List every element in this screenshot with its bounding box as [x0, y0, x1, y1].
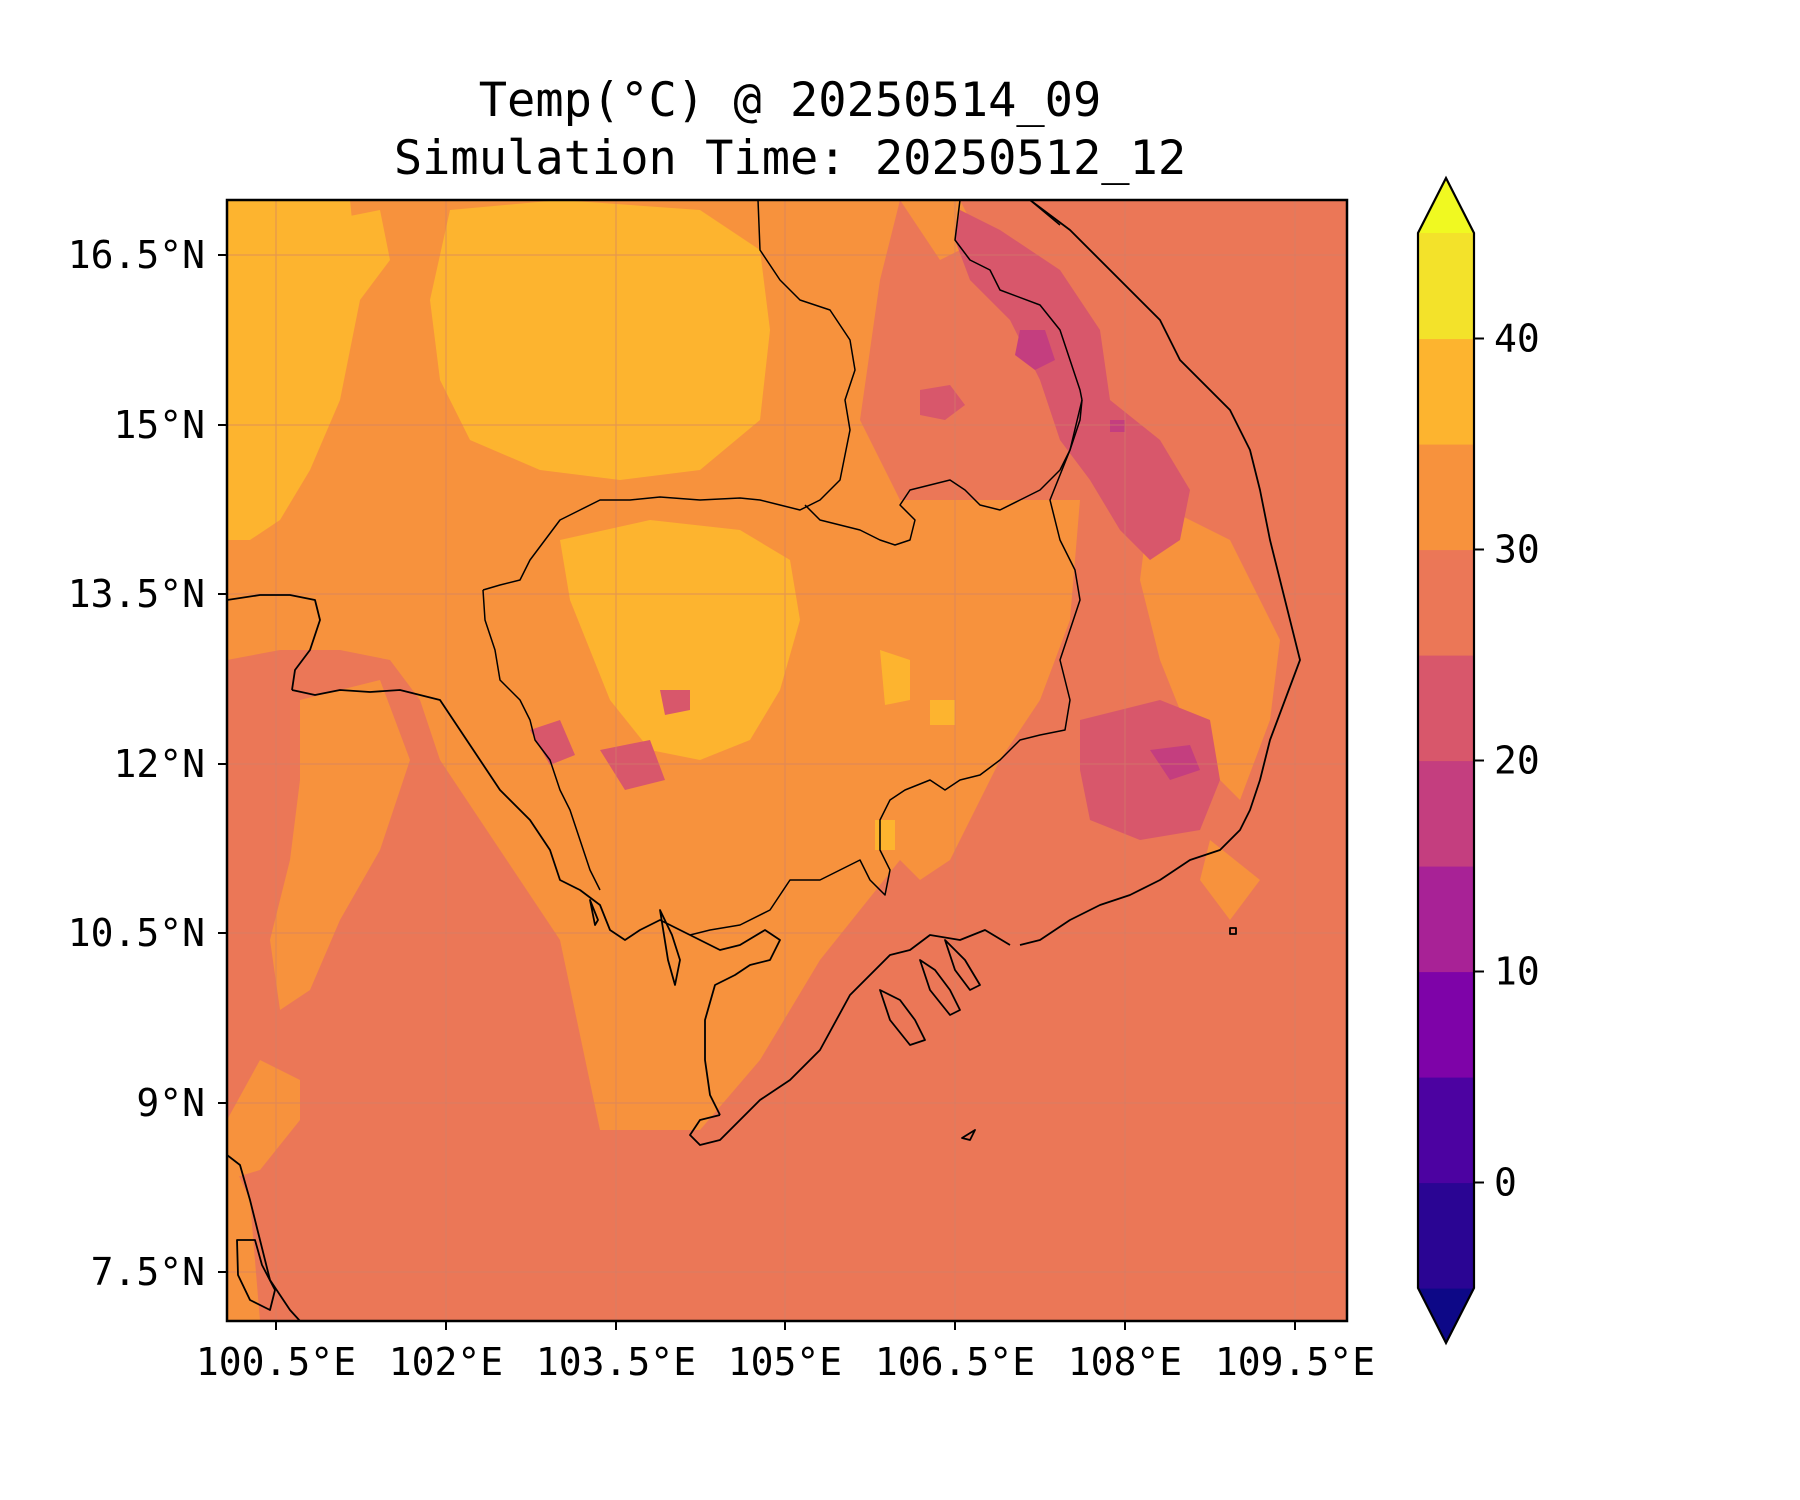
lon-tick-label: 100.5°E — [196, 1340, 356, 1384]
lon-tick-label: 109.5°E — [1215, 1340, 1375, 1384]
title-line-1: Temp(°C) @ 20250514_09 — [478, 73, 1102, 128]
lon-tick-label: 105°E — [728, 1340, 842, 1384]
colorbar-tick-label: 40 — [1494, 317, 1540, 361]
colorbar-band — [1418, 233, 1474, 340]
temperature-zone-20-25 — [530, 210, 1220, 840]
colorbar-band — [1418, 760, 1474, 867]
colorbar-band — [1418, 444, 1474, 551]
colorbar-band — [1418, 338, 1474, 445]
country-borders — [482, 200, 1083, 936]
lon-tick-label: 102°E — [389, 1340, 503, 1384]
lat-tick-label: 15°N — [113, 403, 205, 447]
axis-tick-marks — [218, 254, 1296, 1330]
lat-tick-labels: 16.5°N 15°N 13.5°N 12°N 10.5°N 9°N 7.5°N — [68, 233, 205, 1294]
colorbar-tick-label: 30 — [1494, 528, 1540, 572]
temperature-zone-15-20 — [1015, 330, 1200, 780]
lat-tick-label: 12°N — [113, 742, 205, 786]
colorbar-extend-max — [1418, 178, 1474, 233]
lon-tick-labels: 100.5°E 102°E 103.5°E 105°E 106.5°E 108°… — [196, 1340, 1375, 1384]
map-plot-area — [227, 200, 1347, 1321]
colorbar-extend-min — [1418, 1288, 1474, 1343]
title-line-2: Simulation Time: 20250512_12 — [393, 131, 1187, 186]
colorbar-band — [1418, 971, 1474, 1078]
colorbar-band — [1418, 655, 1474, 762]
colorbar-tick-label: 10 — [1494, 950, 1540, 994]
colorbar-band — [1418, 549, 1474, 656]
lon-tick-label: 106.5°E — [875, 1340, 1035, 1384]
map-title: Temp(°C) @ 20250514_09 Simulation Time: … — [150, 72, 1430, 188]
graticule — [227, 200, 1347, 1321]
lat-tick-label: 7.5°N — [91, 1250, 205, 1294]
colorbar: 0 10 20 30 40 — [1416, 175, 1540, 1346]
lat-tick-label: 9°N — [136, 1081, 205, 1125]
colorbar-outline — [1416, 175, 1476, 1346]
colorbar-tick-label: 20 — [1494, 739, 1540, 783]
colorbar-band — [1418, 866, 1474, 973]
lon-tick-label: 108°E — [1068, 1340, 1182, 1384]
lat-tick-label: 16.5°N — [68, 233, 205, 277]
map-frame — [225, 198, 1349, 1323]
lat-tick-label: 10.5°N — [68, 911, 205, 955]
lat-tick-label: 13.5°N — [68, 572, 205, 616]
temperature-zone-35-40 — [227, 200, 955, 850]
coastlines — [227, 200, 1301, 1321]
colorbar-band — [1418, 1077, 1474, 1184]
lon-tick-label: 103.5°E — [536, 1340, 696, 1384]
colorbar-tick-label: 0 — [1494, 1161, 1517, 1205]
colorbar-band — [1418, 1182, 1474, 1289]
